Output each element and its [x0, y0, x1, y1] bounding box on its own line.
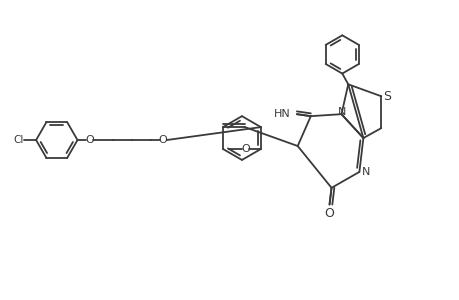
Text: S: S	[382, 90, 391, 103]
Text: N: N	[337, 107, 346, 117]
Text: HN: HN	[274, 109, 290, 119]
Text: O: O	[158, 135, 167, 145]
Text: O: O	[85, 135, 94, 145]
Text: O: O	[241, 144, 250, 154]
Text: O: O	[324, 207, 334, 220]
Text: N: N	[361, 167, 369, 177]
Text: Cl: Cl	[13, 135, 23, 145]
